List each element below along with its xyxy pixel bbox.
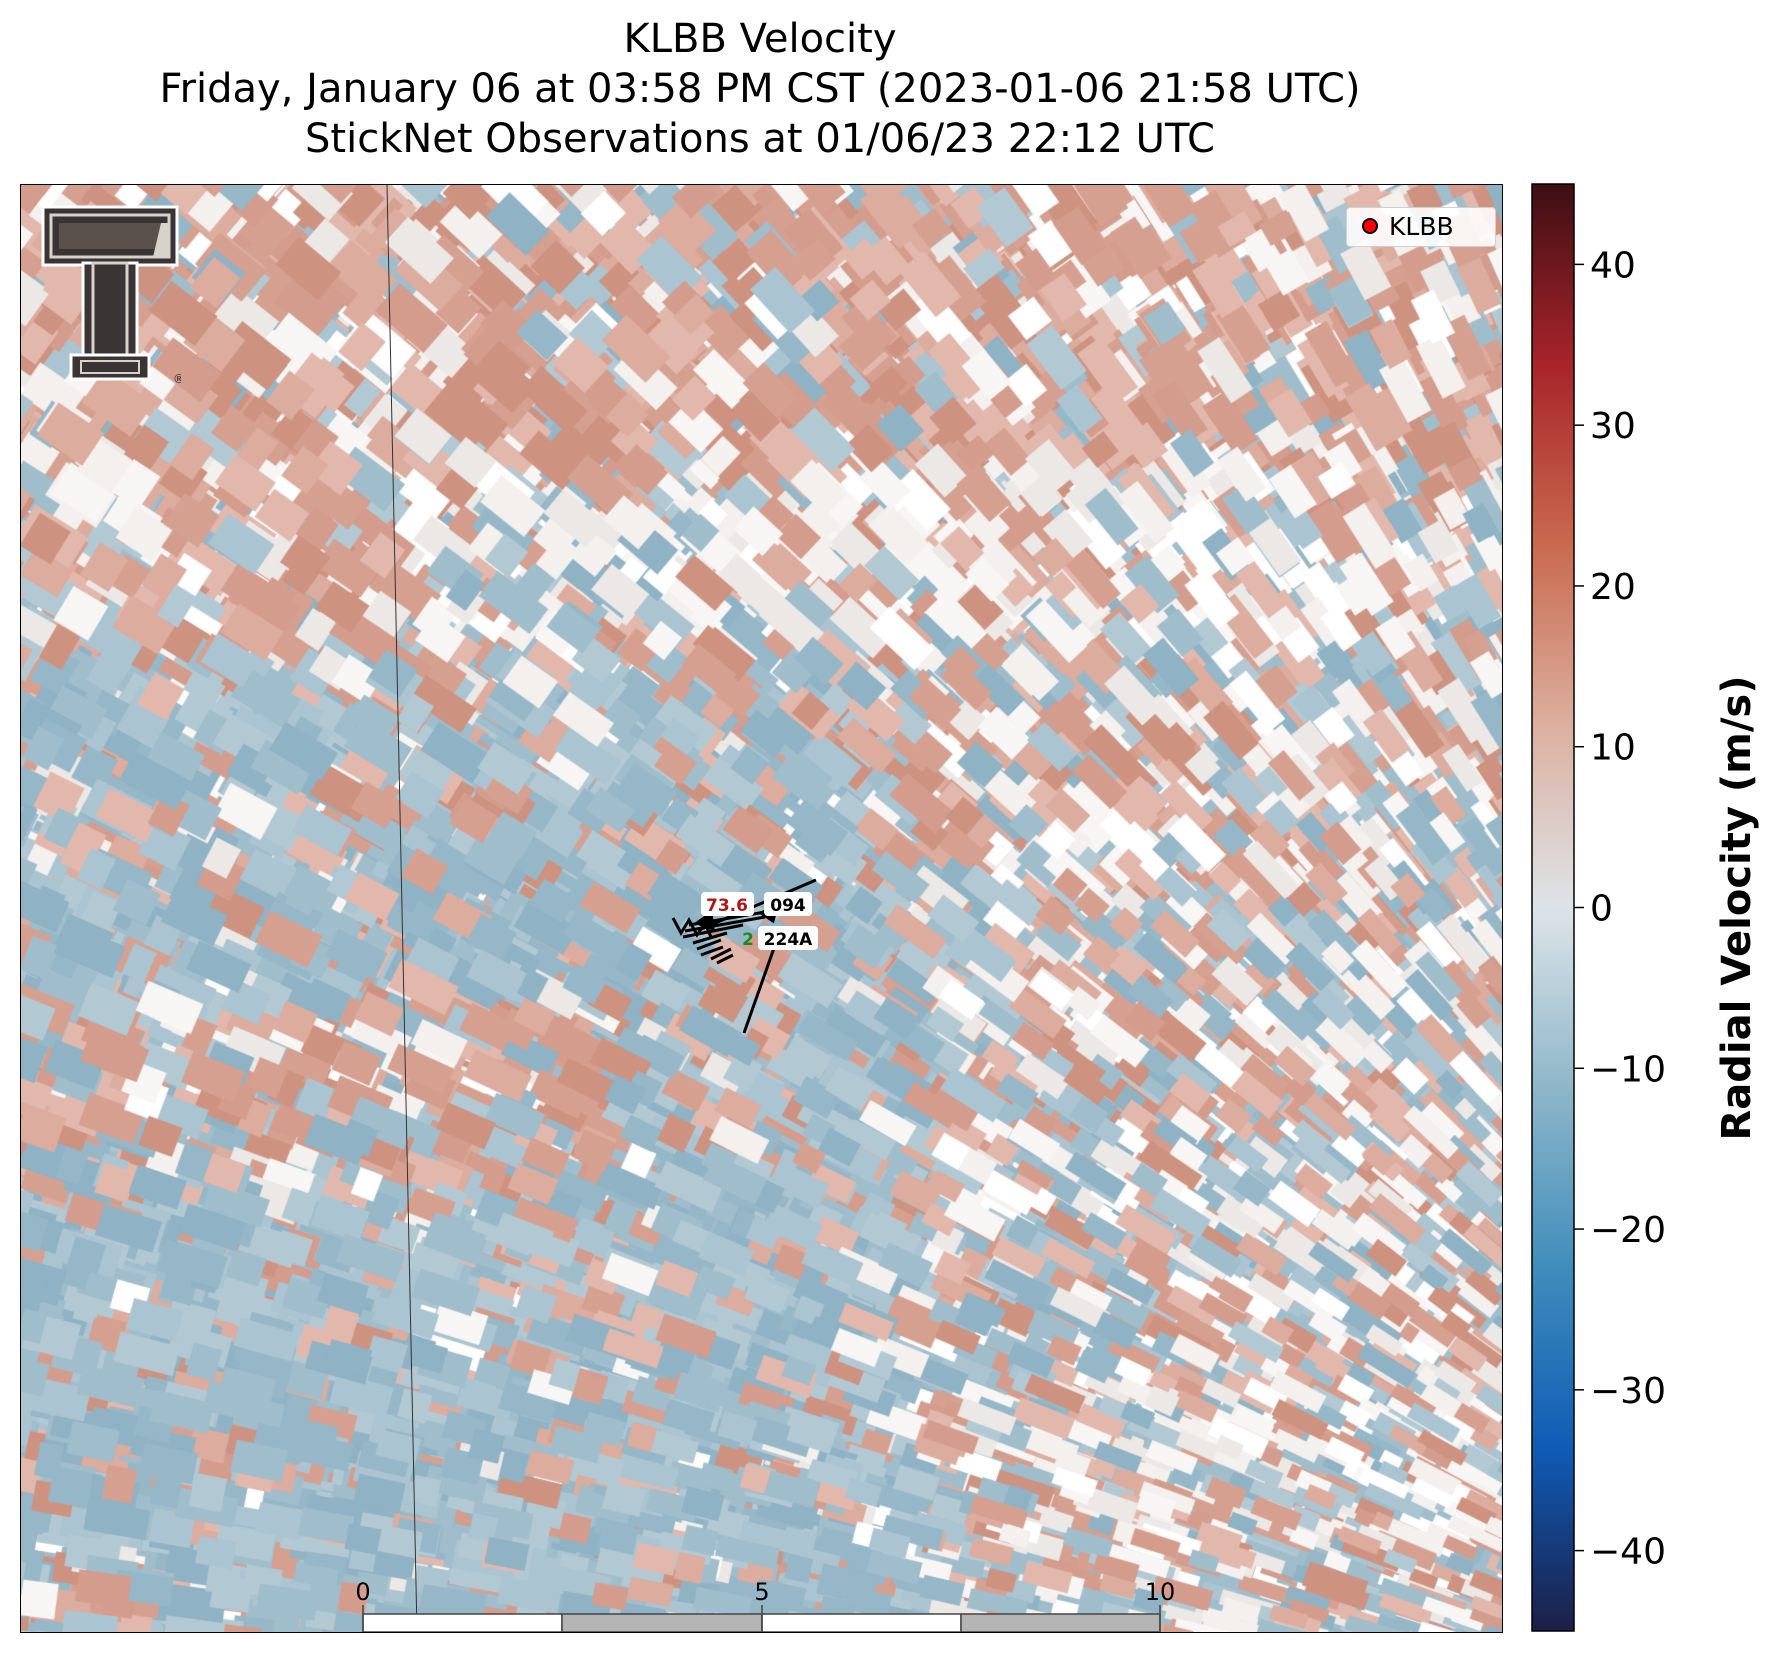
- colorbar-tick-label: −10: [1590, 1049, 1666, 1090]
- scale-segment-1: [362, 1613, 563, 1632]
- colorbar-ticks: 40 30 20 10 0 −10 −20 −30 −40: [1574, 245, 1666, 1573]
- wind-barb-c: [682, 923, 744, 939]
- temp-label-box: [701, 892, 754, 916]
- county-boundary-line: [386, 185, 418, 1632]
- texas-tech-logo-icon: ®: [41, 205, 181, 385]
- velocity-field: [21, 185, 1502, 1632]
- colorbar-tick-label: 10: [1590, 728, 1636, 769]
- colorbar-label: Radial Velocity (m/s): [1714, 675, 1760, 1140]
- scale-bar: 0 5 10 km: [355, 1578, 1175, 1632]
- colorbar-tick-label: −40: [1590, 1532, 1666, 1573]
- colorbar-tick-label: 30: [1590, 406, 1636, 447]
- map-legend: KLBB: [1346, 207, 1496, 247]
- scale-label-0: 0: [355, 1578, 370, 1606]
- wind-barb-pennant: [693, 910, 715, 932]
- wind-barb-long: [698, 878, 817, 932]
- scale-segment-2: [561, 1613, 763, 1632]
- map-subtitle-obs: StickNet Observations at 01/06/23 22:12 …: [305, 116, 1215, 162]
- colorbar-tick-label: 20: [1590, 567, 1636, 608]
- station-id-bottom: 224A: [764, 930, 813, 950]
- wind-barb-f: [700, 945, 724, 957]
- scale-label-5: 5: [754, 1578, 769, 1606]
- station-id-top: 094: [770, 896, 806, 916]
- map-subtitle-time: Friday, January 06 at 03:58 PM CST (2023…: [159, 66, 1361, 112]
- wind-barb-e: [696, 938, 722, 951]
- logo-registered-mark: ®: [173, 372, 181, 385]
- station-labels: 73.6 094 2 224A: [701, 892, 818, 950]
- radar-map[interactable]: 73.6 094 2 224A 0 5 10 km: [20, 184, 1503, 1633]
- wind-barb-b: [684, 915, 766, 933]
- station-temperature: 73.6: [706, 896, 748, 916]
- station-id-top-box: [764, 892, 812, 916]
- colorbar: 40 30 20 10 0 −10 −20 −30 −40 Radial Velocity (m…: [1531, 183, 1760, 1632]
- wind-barb-h: [716, 953, 734, 965]
- scale-label-10: 10: [1145, 1578, 1176, 1606]
- colorbar-tick-label: 40: [1590, 245, 1636, 286]
- map-title: KLBB Velocity: [623, 16, 897, 62]
- legend-label: KLBB: [1389, 212, 1454, 241]
- colorbar-tick-label: 0: [1590, 889, 1613, 930]
- radar-site-marker-icon: [1362, 218, 1378, 234]
- scale-segment-4: [960, 1613, 1161, 1632]
- colorbar-tick-label: −30: [1590, 1371, 1666, 1412]
- wind-barb-d: [692, 931, 728, 945]
- station-dewpoint-partial: 2: [742, 930, 754, 950]
- scale-segment-3: [761, 1613, 962, 1632]
- station-id-bottom-box: [758, 926, 818, 950]
- map-overlay: 73.6 094 2 224A 0 5 10 km: [355, 185, 1175, 1632]
- colorbar-tick-label: −20: [1590, 1210, 1666, 1251]
- colorbar-gradient: [1531, 183, 1575, 1632]
- wind-barb-g: [710, 947, 732, 961]
